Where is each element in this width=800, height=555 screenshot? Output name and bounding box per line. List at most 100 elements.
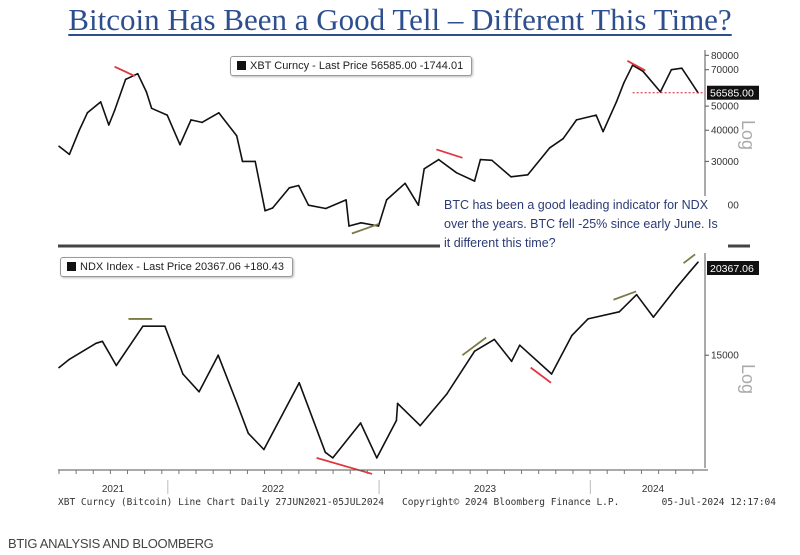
data-point [190,119,192,121]
last-price-label: 20367.06 [710,263,754,275]
data-point [571,334,573,337]
data-point [473,180,476,182]
data-point [115,364,118,367]
data-point [324,451,327,454]
y-tick-label: 30000 [711,157,739,168]
log-scale-label: Log [738,120,758,150]
data-point [297,184,300,187]
data-point [68,153,71,156]
footer-right: 05-Jul-2024 12:17:04 [662,497,777,508]
y-tick-label: 15000 [711,351,739,362]
data-point [298,381,301,384]
data-point [142,325,144,328]
data-point [145,91,148,93]
data-point [615,101,618,103]
last-price-tag [707,261,759,275]
data-point [164,325,166,328]
y-tick-label: 40000 [711,126,739,137]
data-point [527,173,529,176]
bullish-trend-mark [351,223,379,235]
data-point [217,354,219,356]
x-tick-label: 2023 [474,484,497,495]
data-point [124,78,127,81]
data-point [360,221,362,224]
data-point [247,432,250,435]
data-point [136,72,139,75]
data-point [491,159,493,162]
annotation-text: BTC has been a good leading indicator fo… [440,196,728,253]
data-point [479,158,482,161]
data-point [58,366,60,369]
bullish-trend-mark [682,253,696,264]
data-point [549,147,551,149]
data-point [359,422,362,424]
btc-line [58,64,699,227]
data-point [377,225,380,227]
data-point [510,360,513,363]
data-point [688,78,691,81]
data-point [680,67,683,69]
data-point [635,293,638,296]
legend-btc-label: XBT Curncy - Last Price 56585.00 -1744.0… [250,60,464,72]
data-point [345,199,347,201]
data-point [198,390,200,393]
chart-title: Bitcoin Has Been a Good Tell – Different… [68,2,732,37]
bearish-trend-mark [316,457,373,475]
x-tick-label: 2022 [262,484,285,495]
data-point [455,171,458,174]
x-tick-label: 2024 [642,484,665,495]
last-price-label: 56585.00 [710,88,754,100]
log-scale-label: Log [738,364,758,394]
data-point [179,143,181,146]
bullish-trend-mark [461,336,487,356]
legend-ndx-label: NDX Index - Last Price 20367.06 +180.43 [80,261,284,273]
bearish-trend-mark [114,65,136,77]
data-point [182,373,184,375]
data-point [493,338,496,341]
data-point [95,342,97,345]
data-point [670,68,673,71]
data-point [602,130,604,133]
data-point [675,287,677,289]
data-point [86,112,89,114]
bearish-trend-mark [530,366,552,384]
data-point [264,209,266,212]
data-point [618,311,621,313]
data-point [518,344,521,347]
data-point [150,107,153,110]
data-point [595,114,597,116]
data-point [404,182,406,185]
data-point [166,114,169,116]
data-point [107,124,110,126]
data-point [101,340,104,343]
data-point [331,457,334,459]
footer-left: XBT Curncy (Bitcoin) Line Chart Daily 27… [58,497,384,508]
data-point [697,261,699,263]
legend-ndx: NDX Index - Last Price 20367.06 +180.43 [60,257,293,277]
data-point [201,121,203,124]
data-point [395,419,398,422]
data-point [510,176,512,178]
ndx-line [58,261,699,459]
x-tick-label: 2021 [102,484,125,495]
bearish-trend-mark [626,60,646,72]
data-point [241,160,244,163]
data-point [473,350,476,352]
data-point [419,424,421,427]
data-point [348,225,350,227]
data-point [587,318,589,320]
y-tick-label: 80000 [711,51,739,62]
data-point [307,204,310,207]
data-point [375,457,378,459]
data-point [550,373,553,375]
data-point [417,204,420,207]
footer-center: Copyright© 2024 Bloomberg Finance L.P. [402,497,619,508]
data-point [288,186,291,189]
data-point [68,358,71,361]
data-point [58,145,60,148]
legend-btc: XBT Curncy - Last Price 56585.00 -1744.0… [230,56,473,76]
data-point [99,101,102,103]
source-credit: BTIG ANALYSIS AND BLOOMBERG [8,536,214,551]
data-point [562,137,564,140]
